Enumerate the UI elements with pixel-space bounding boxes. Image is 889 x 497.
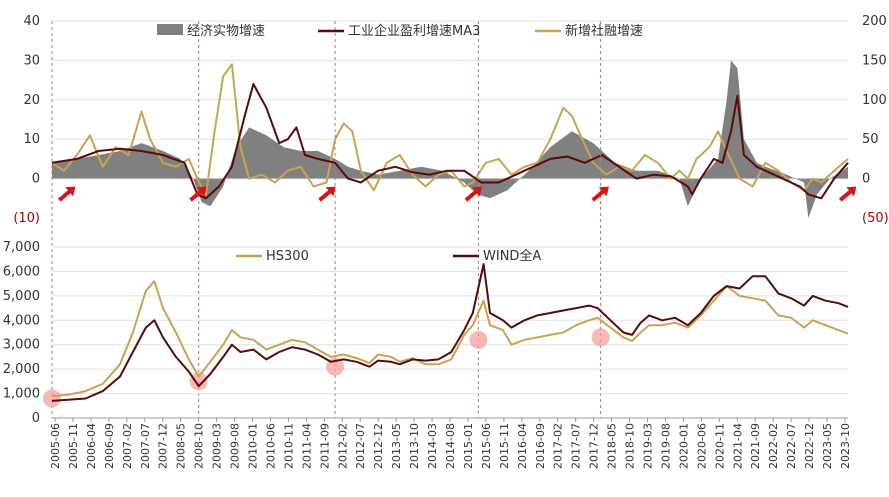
x-tick-label: 2020-06: [695, 423, 708, 469]
x-tick-label: 2020-01: [677, 423, 690, 469]
arrow-shaft: [189, 189, 203, 202]
x-tick-label: 2010-11: [282, 423, 295, 469]
arrow-head: [472, 186, 482, 197]
bottom-y-tick-label: 6,000: [3, 264, 40, 279]
arrow-marker: [318, 186, 336, 202]
arrow-marker: [838, 186, 857, 202]
x-tick-label: 2018-10: [624, 423, 637, 469]
arrow-marker: [58, 186, 76, 202]
x-tick-label: 2011-04: [300, 423, 313, 469]
series-line-wind-all-a: [51, 263, 849, 402]
x-tick-label: 2010-06: [264, 423, 277, 469]
x-tick-label: 2022-12: [803, 423, 816, 469]
x-tick-label: 2015-01: [462, 423, 475, 469]
bottom-y-tick-label: 4,000: [3, 313, 40, 328]
x-tick-label: 2009-03: [211, 423, 224, 469]
x-tick-label: 2014-08: [444, 423, 457, 469]
x-tick-label: 2019-03: [642, 423, 655, 469]
x-tick-label: 2011-09: [318, 423, 331, 469]
bottom-y-tick-label: 7,000: [3, 240, 40, 255]
x-tick-label: 2014-03: [426, 423, 439, 469]
x-tick-label: 2021-04: [731, 423, 744, 469]
arrow-marker: [591, 186, 609, 202]
x-tick-label: 2018-05: [606, 423, 619, 469]
legend-label-economy: 经济实物增速: [187, 24, 265, 39]
arrow-shaft: [838, 189, 853, 202]
legend-label-social-financing: 新增社融增速: [565, 23, 643, 39]
arrow-head: [196, 186, 207, 197]
x-tick-label: 2010-01: [247, 423, 260, 469]
arrow-shaft: [58, 189, 72, 202]
arrow-shaft: [464, 189, 478, 202]
x-tick-label: 2008-05: [175, 423, 188, 469]
legend-label-wind-all-a: WIND全A: [483, 248, 541, 264]
top-right-tick-label: (50): [862, 211, 889, 226]
x-tick-label: 2013-10: [408, 423, 421, 469]
x-tick-label: 2023-05: [821, 423, 834, 469]
x-tick-label: 2007-07: [139, 423, 152, 469]
x-tick-label: 2015-11: [498, 423, 511, 469]
x-tick-label: 2023-10: [839, 423, 852, 469]
x-tick-label: 2021-09: [749, 423, 762, 469]
x-tick-label: 2008-10: [193, 423, 206, 469]
legend-label-profit: 工业企业盈利增速MA3: [348, 23, 480, 39]
x-tick-label: 2012-07: [354, 423, 367, 469]
top-left-tick-label: 0: [32, 172, 40, 187]
x-tick-label: 2005-11: [67, 423, 80, 469]
bottom-y-tick-label: 2,000: [3, 362, 40, 377]
series-line-industrial-profit: [51, 83, 849, 200]
x-tick-label: 2017-02: [552, 423, 565, 469]
top-right-tick-label: 100: [862, 93, 887, 108]
arrow-marker: [464, 186, 482, 202]
x-tick-label: 2013-05: [390, 423, 403, 469]
top-right-tick-label: 150: [862, 53, 887, 68]
x-tick-label: 2007-02: [121, 423, 134, 469]
arrow-marker: [189, 186, 207, 202]
x-tick-label: 2012-02: [336, 423, 349, 469]
series-line-social-financing: [51, 63, 849, 196]
top-left-tick-label: (10): [13, 211, 40, 226]
highlight-circle: [591, 328, 610, 347]
x-tick-label: 2006-04: [85, 423, 98, 469]
x-tick-label: 2009-08: [229, 423, 242, 469]
bottom-y-tick-label: 1,000: [3, 387, 40, 402]
top-right-tick-label: 200: [862, 14, 887, 29]
arrow-shaft: [591, 189, 605, 202]
top-left-tick-label: 30: [23, 53, 40, 68]
top-right-tick-label: 0: [862, 172, 870, 187]
arrow-head: [325, 186, 336, 197]
x-tick-label: 2017-12: [588, 423, 601, 469]
x-tick-label: 2006-09: [103, 423, 116, 469]
arrow-head: [65, 186, 76, 197]
x-tick-label: 2017-07: [570, 423, 583, 469]
top-left-tick-label: 40: [23, 14, 40, 29]
arrow-shaft: [318, 189, 332, 202]
x-tick-label: 2020-11: [713, 423, 726, 469]
bottom-y-tick-label: 5,000: [3, 289, 40, 304]
x-tick-label: 2019-08: [659, 423, 672, 469]
x-tick-label: 2022-07: [785, 423, 798, 469]
bottom-y-tick-label: 3,000: [3, 338, 40, 353]
highlight-circle: [43, 389, 61, 408]
x-tick-label: 2012-12: [372, 423, 385, 469]
x-tick-label: 2022-02: [767, 423, 780, 469]
x-tick-label: 2005-06: [49, 423, 62, 469]
legend-label-hs300: HS300: [266, 249, 309, 264]
top-left-tick-label: 10: [23, 132, 40, 147]
top-left-tick-label: 20: [23, 93, 40, 108]
bottom-y-tick-label: 0: [32, 411, 40, 426]
arrow-head: [846, 186, 857, 197]
top-right-tick-label: 50: [862, 132, 879, 147]
arrow-head: [598, 186, 609, 197]
highlight-circle: [189, 372, 208, 391]
x-tick-label: 2016-09: [534, 423, 547, 469]
series-line-hs300: [51, 280, 849, 397]
x-tick-label: 2015-06: [480, 423, 493, 469]
x-tick-label: 2007-12: [157, 423, 170, 469]
highlight-circle: [469, 330, 488, 349]
x-tick-label: 2016-04: [516, 423, 529, 469]
legend-swatch-area: [157, 24, 183, 35]
